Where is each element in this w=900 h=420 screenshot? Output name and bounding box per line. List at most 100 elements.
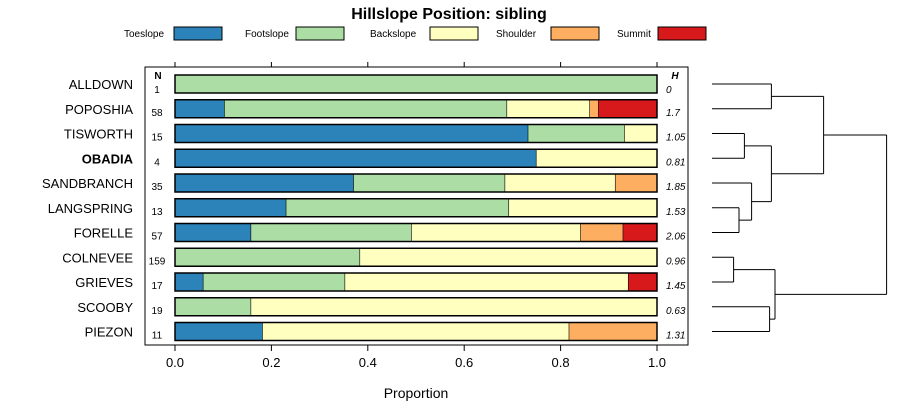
chart-title: Hillslope Position: sibling bbox=[351, 6, 547, 23]
bar-outline bbox=[174, 247, 658, 267]
bar-segment bbox=[286, 198, 510, 217]
bar-row bbox=[174, 148, 658, 168]
bar-segment bbox=[175, 198, 287, 217]
bar-segment bbox=[598, 99, 657, 118]
bar-row bbox=[174, 272, 658, 292]
bar-segment bbox=[624, 124, 657, 143]
bar-outline bbox=[174, 173, 658, 193]
bar-segment bbox=[175, 223, 252, 242]
plot-area: N H ALLDOWN 1 0 POPOSHIA 58 1.7 TISWORTH 15 1.05 OB… bbox=[42, 62, 689, 370]
plot-border bbox=[144, 66, 689, 346]
bar-row bbox=[174, 222, 658, 243]
category-label: POPOSHIA bbox=[65, 102, 133, 117]
bar-row bbox=[174, 198, 658, 218]
bar-segment bbox=[175, 75, 657, 93]
n-value: 11 bbox=[152, 331, 163, 342]
bar-outline bbox=[174, 148, 658, 168]
bar-row bbox=[174, 297, 658, 317]
h-value: 1.45 bbox=[666, 281, 686, 292]
category-label: SANDBRANCH bbox=[42, 176, 133, 191]
h-value: 1.53 bbox=[666, 207, 686, 218]
bar-outline bbox=[174, 198, 658, 218]
bar-segment bbox=[262, 322, 570, 341]
bar-segment bbox=[360, 248, 657, 267]
x-tick-label: 0.0 bbox=[166, 355, 184, 370]
category-label: GRIEVES bbox=[75, 275, 133, 290]
h-value: 1.05 bbox=[666, 133, 686, 144]
category-label: OBADIA bbox=[82, 151, 134, 166]
bar-row bbox=[174, 123, 658, 144]
x-tick-label: 0.4 bbox=[359, 355, 377, 370]
bar-segment bbox=[175, 322, 263, 341]
category-label: FORELLE bbox=[74, 226, 134, 241]
bar-segment bbox=[615, 174, 657, 192]
bar-segment bbox=[175, 273, 204, 291]
n-value: 159 bbox=[149, 256, 166, 267]
bar-segment bbox=[224, 99, 508, 118]
x-axis-label: Proportion bbox=[384, 385, 449, 401]
bar-segment bbox=[175, 248, 361, 267]
legend-swatch bbox=[173, 26, 223, 41]
n-value: 35 bbox=[151, 182, 163, 193]
bar-outline bbox=[174, 272, 658, 292]
legend-swatch bbox=[550, 26, 600, 41]
legend: Toeslope Footslope Backslope Shoulder Summit bbox=[124, 26, 707, 41]
dendrogram bbox=[712, 83, 888, 332]
legend-swatch bbox=[295, 26, 345, 41]
category-label: LANGSPRING bbox=[48, 201, 133, 216]
n-header: N bbox=[154, 71, 161, 82]
legend-swatch bbox=[657, 26, 707, 41]
category-label: TISWORTH bbox=[64, 127, 133, 142]
bar-segment bbox=[175, 124, 529, 143]
bar-segment bbox=[175, 149, 537, 168]
h-value: 1.31 bbox=[666, 331, 685, 342]
x-tick-label: 0.2 bbox=[262, 355, 280, 370]
n-value: 17 bbox=[151, 281, 163, 292]
legend-swatch bbox=[429, 26, 479, 41]
bar-row bbox=[174, 247, 658, 267]
bar-outline bbox=[174, 74, 658, 94]
x-tick-label: 1.0 bbox=[648, 355, 666, 370]
bar-segment bbox=[528, 124, 625, 143]
bar-segment bbox=[411, 223, 581, 242]
n-value: 15 bbox=[151, 133, 163, 144]
h-value: 2.06 bbox=[665, 232, 686, 243]
bar-segment bbox=[175, 174, 354, 192]
bar-segment bbox=[203, 273, 346, 291]
n-value: 1 bbox=[154, 85, 160, 96]
bar-segment bbox=[353, 174, 506, 192]
bar-segment bbox=[345, 273, 629, 291]
bar-segment bbox=[623, 223, 657, 242]
bar-outline bbox=[174, 321, 658, 342]
legend-label: Backslope bbox=[370, 29, 417, 40]
h-value: 0 bbox=[666, 85, 672, 96]
bar-row bbox=[174, 173, 658, 193]
bar-segment bbox=[505, 174, 616, 192]
bar-segment bbox=[536, 149, 657, 168]
n-value: 4 bbox=[154, 157, 160, 168]
bar-outline bbox=[174, 297, 658, 317]
bar-segment bbox=[507, 99, 591, 118]
bar-segment bbox=[580, 223, 624, 242]
bar-outline bbox=[174, 99, 658, 119]
bar-row bbox=[174, 99, 658, 119]
x-tick-label: 0.8 bbox=[552, 355, 570, 370]
category-label: PIEZON bbox=[85, 325, 133, 340]
legend-label: Toeslope bbox=[124, 29, 164, 40]
category-label: SCOOBY bbox=[77, 300, 133, 315]
bar-outline bbox=[174, 222, 658, 243]
h-value: 1.85 bbox=[666, 182, 686, 193]
bar-outline bbox=[174, 123, 658, 144]
n-value: 58 bbox=[151, 108, 163, 119]
bar-segment bbox=[175, 99, 225, 118]
category-label: COLNEVEE bbox=[62, 250, 133, 265]
h-value: 1.7 bbox=[666, 108, 680, 119]
bar-segment bbox=[509, 198, 657, 217]
legend-label: Summit bbox=[617, 29, 651, 40]
n-value: 19 bbox=[151, 306, 163, 317]
h-value: 0.81 bbox=[666, 157, 685, 168]
bar-row bbox=[174, 74, 658, 94]
n-value: 57 bbox=[151, 232, 163, 243]
bar-segment bbox=[251, 223, 412, 242]
